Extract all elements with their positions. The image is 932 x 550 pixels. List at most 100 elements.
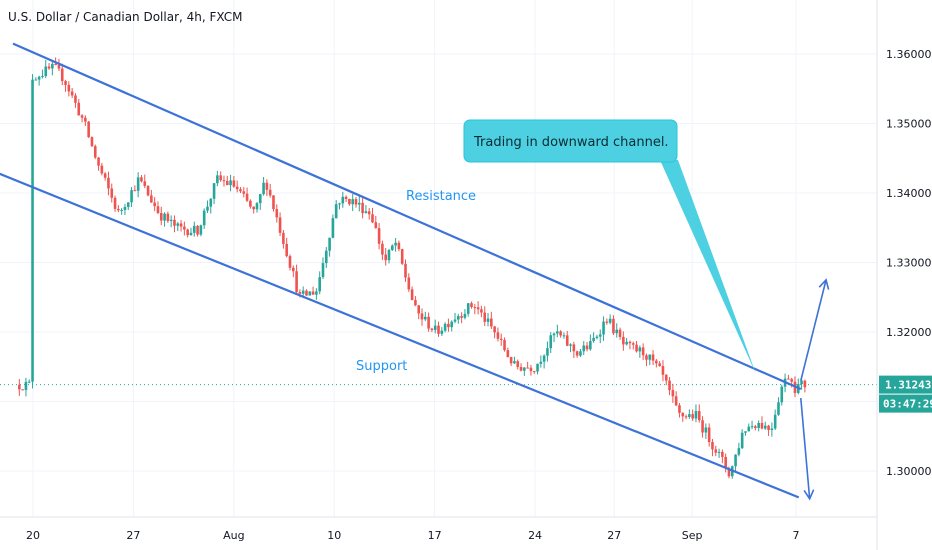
candle-body	[450, 321, 454, 328]
candle-body	[655, 360, 658, 364]
candle-body	[414, 299, 417, 306]
candle-body	[282, 232, 285, 244]
candle-body	[678, 405, 681, 413]
candle-body	[126, 202, 130, 207]
candle-body	[84, 117, 87, 122]
candle-body	[457, 316, 460, 320]
candle-body	[605, 321, 609, 323]
price-badge-value: 1.31243	[885, 379, 931, 392]
candle-body	[648, 354, 652, 360]
projection-arrow-up	[800, 279, 827, 381]
candle-body	[100, 165, 104, 174]
candle-body	[420, 313, 424, 320]
candle-body	[724, 456, 727, 469]
candle-body	[31, 79, 34, 382]
candle-body	[466, 303, 470, 314]
support-line	[0, 172, 800, 499]
candle-body	[539, 361, 543, 364]
candle-body	[674, 396, 678, 406]
candle-body	[480, 309, 483, 313]
candle-body	[773, 414, 777, 429]
candle-body	[595, 336, 599, 339]
candle-body	[714, 449, 718, 453]
projection-arrowhead-down	[803, 489, 815, 501]
candle-body	[701, 420, 704, 433]
candle-body	[503, 339, 506, 351]
candle-body	[278, 217, 282, 233]
candle-body	[694, 411, 698, 419]
candle-body	[443, 323, 447, 331]
x-tick-label: Aug	[223, 529, 244, 542]
candle-body	[321, 263, 325, 278]
candle-body	[460, 316, 463, 318]
candle-body	[628, 341, 632, 344]
candle-body	[727, 468, 731, 477]
candle-body	[308, 291, 312, 296]
candle-body	[301, 290, 305, 294]
x-tick-label: 24	[528, 529, 542, 542]
candle-body	[589, 341, 592, 350]
candle-body	[803, 380, 807, 388]
candle-body	[47, 66, 51, 69]
candle-body	[681, 412, 685, 417]
candle-body	[103, 173, 107, 178]
candle-body	[384, 254, 388, 261]
candle-body	[780, 386, 784, 403]
candle-body	[272, 195, 275, 210]
candle-body	[612, 318, 615, 334]
candle-body	[209, 198, 213, 207]
y-tick-label: 1.35000	[886, 118, 932, 131]
candle-body	[668, 380, 671, 391]
candle-body	[338, 203, 341, 205]
candle-body	[625, 341, 628, 345]
candle-body	[133, 190, 137, 192]
candle-body	[146, 185, 150, 196]
candle-body	[74, 95, 77, 103]
candle-body	[506, 350, 510, 358]
candle-body	[374, 222, 378, 229]
candle-body	[631, 343, 635, 345]
candle-body	[658, 363, 661, 367]
candle-body	[252, 206, 255, 210]
candle-body	[255, 203, 259, 210]
candle-body	[245, 193, 249, 201]
candle-body	[235, 186, 239, 190]
candle-body	[206, 206, 209, 211]
candle-body	[199, 225, 203, 235]
candle-body	[516, 361, 520, 367]
candle-body	[697, 411, 701, 421]
candle-body	[770, 428, 774, 430]
candle-body	[371, 214, 374, 223]
candle-body	[117, 208, 120, 211]
callout-box[interactable]: Trading in downward channel.	[463, 119, 756, 374]
candle-body	[37, 76, 41, 80]
candle-body	[377, 228, 381, 244]
candle-body	[638, 347, 642, 352]
candle-body	[24, 381, 28, 390]
candle-body	[707, 427, 711, 443]
candle-body	[618, 329, 622, 337]
candle-body	[721, 451, 724, 457]
candle-body	[153, 202, 156, 207]
candle-body	[572, 344, 576, 352]
countdown-badge-bg	[879, 394, 932, 413]
candle-body	[529, 367, 533, 372]
candle-body	[787, 378, 790, 380]
candle-body	[44, 66, 48, 77]
candle-body	[163, 213, 166, 221]
candle-body	[70, 91, 74, 96]
candle-body	[331, 218, 335, 238]
candle-body	[473, 307, 477, 309]
candle-body	[34, 79, 38, 81]
candle-body	[737, 448, 741, 455]
candle-body	[575, 351, 579, 356]
candle-body	[684, 416, 688, 418]
candle-body	[222, 180, 226, 182]
candle-body	[212, 183, 216, 199]
candle-body	[77, 102, 81, 116]
candle-body	[483, 312, 487, 322]
resistance-line	[12, 42, 802, 390]
candle-body	[717, 451, 721, 453]
